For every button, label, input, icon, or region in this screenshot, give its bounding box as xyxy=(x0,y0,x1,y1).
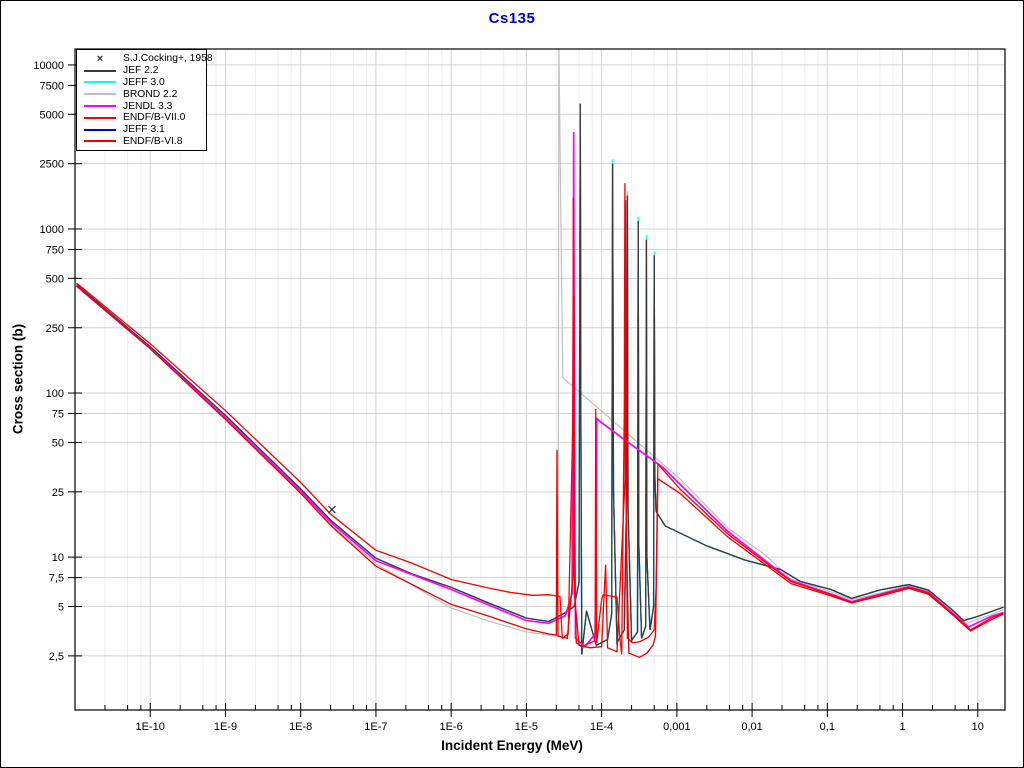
legend-line-swatch xyxy=(84,128,116,131)
x-tick-label: 1E-10 xyxy=(136,721,165,733)
minor-gridlines xyxy=(104,49,969,710)
x-tick-label: 1E-6 xyxy=(440,721,463,733)
legend-line-swatch xyxy=(84,116,116,119)
x-tick-label: 1E-5 xyxy=(515,721,538,733)
x-tick-label: 0,01 xyxy=(741,721,762,733)
y-tick-label: 2500 xyxy=(40,159,64,171)
major-gridlines xyxy=(75,49,1005,710)
legend-label: BROND 2.2 xyxy=(123,88,178,100)
x-marker-icon: × xyxy=(96,52,104,65)
series-jef-2-2 xyxy=(76,103,1004,655)
legend-label: JEF 2.2 xyxy=(123,65,159,77)
y-tick-label: 5 xyxy=(58,602,64,614)
y-tick-label: 1000 xyxy=(40,224,64,236)
legend-line-swatch xyxy=(84,69,116,72)
y-tick-label: 7,5 xyxy=(49,573,64,585)
data-point-marker xyxy=(327,505,336,514)
legend-item-jeff-3-1: JEFF 3.1 xyxy=(83,124,202,136)
y-tick-label: 250 xyxy=(46,323,64,335)
legend-label: JENDL 3.3 xyxy=(123,100,173,112)
y-tick-label: 750 xyxy=(46,244,64,256)
series-endf-b-vi-8 xyxy=(76,200,1004,659)
series-endf-b-vii-0 xyxy=(76,183,1004,655)
plot-border xyxy=(74,48,1006,711)
legend-line-swatch xyxy=(84,81,116,84)
y-tick-label: 100 xyxy=(46,388,64,400)
legend-item-endf-b-vii-0: ENDF/B-VII.0 xyxy=(83,112,202,124)
y-tick-label: 7500 xyxy=(40,80,64,92)
legend-item-brond-2-2: BROND 2.2 xyxy=(83,88,202,100)
x-tick-label: 0,1 xyxy=(820,721,835,733)
legend-item-s-j-cocking-1958: × S.J.Cocking+, 1958 xyxy=(83,52,213,65)
x-tick-label: 1 xyxy=(899,721,905,733)
legend-label: S.J.Cocking+, 1958 xyxy=(123,53,213,65)
x-tick-label: 1E-8 xyxy=(289,721,312,733)
y-tick-label: 10 xyxy=(52,552,64,564)
legend-label: ENDF/B-VII.0 xyxy=(123,112,186,124)
legend-item-jendl-3-3: JENDL 3.3 xyxy=(83,100,202,112)
series-brond-2-2 xyxy=(76,49,1004,637)
legend-item-jef-2-2: JEF 2.2 xyxy=(83,65,202,77)
x-tick-label: 1E-7 xyxy=(364,721,387,733)
legend-label: ENDF/B-VI.8 xyxy=(123,135,183,147)
legend-item-endf-b-vi-8: ENDF/B-VI.8 xyxy=(83,136,202,148)
y-tick-label: 50 xyxy=(52,437,64,449)
legend-line-swatch xyxy=(84,93,116,96)
legend-label: JEFF 3.0 xyxy=(123,76,165,88)
y-tick-label: 2,5 xyxy=(49,651,64,663)
legend-line-swatch xyxy=(84,140,116,143)
x-tick-label: 1E-4 xyxy=(590,721,613,733)
y-tick-label: 500 xyxy=(46,273,64,285)
x-tick-label: 1E-9 xyxy=(214,721,237,733)
legend-line-swatch xyxy=(84,105,116,108)
legend-label: JEFF 3.1 xyxy=(123,124,165,136)
y-tick-label: 75 xyxy=(52,409,64,421)
x-tick-label: 0,001 xyxy=(663,721,691,733)
y-tick-label: 10000 xyxy=(33,60,64,72)
chart-title: Cs135 xyxy=(488,10,536,27)
x-axis-title: Incident Energy (MeV) xyxy=(441,738,583,753)
y-tick-label: 5000 xyxy=(40,109,64,121)
y-tick-label: 25 xyxy=(52,487,64,499)
series-curves xyxy=(76,49,1004,659)
x-tick-label: 10 xyxy=(972,721,984,733)
legend-item-jeff-3-0: JEFF 3.0 xyxy=(83,77,202,89)
legend: × S.J.Cocking+, 1958 JEF 2.2 JEFF 3.0 BROND … xyxy=(76,49,213,152)
